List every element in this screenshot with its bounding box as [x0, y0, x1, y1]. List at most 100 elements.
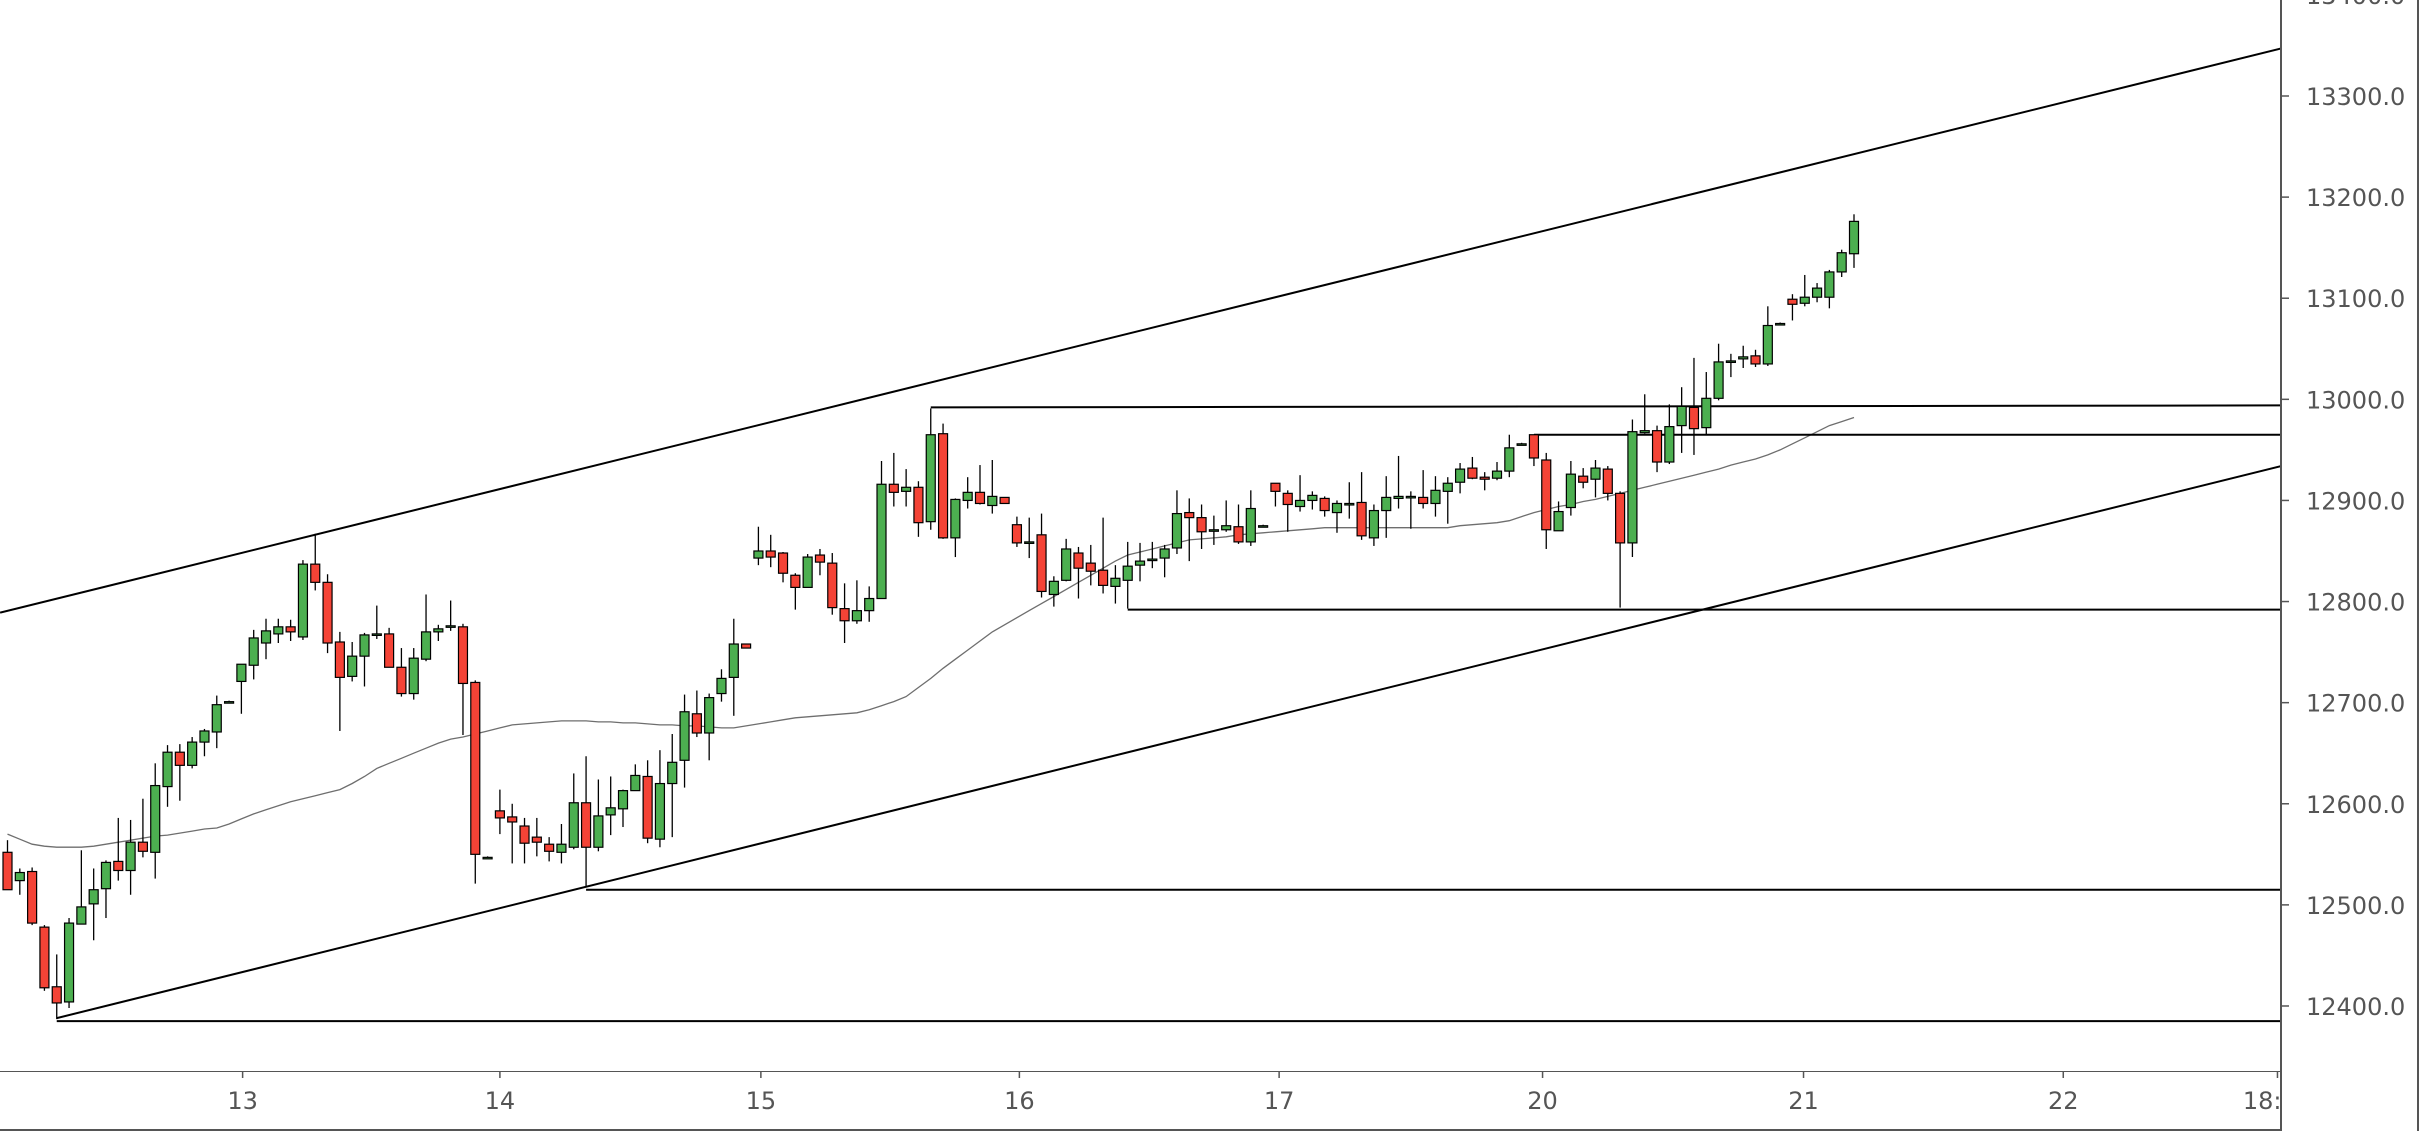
candle[interactable] [1590, 459, 1601, 498]
candle[interactable] [1528, 434, 1540, 467]
candle[interactable] [1405, 491, 1416, 529]
candle[interactable] [39, 925, 50, 991]
candle[interactable] [987, 459, 998, 514]
candle[interactable] [396, 648, 407, 697]
candle[interactable] [1061, 538, 1072, 582]
candle[interactable] [1516, 442, 1527, 446]
candle[interactable] [1553, 501, 1564, 532]
candle[interactable] [113, 817, 124, 881]
candle[interactable] [2, 840, 13, 891]
candle[interactable] [187, 737, 198, 769]
candle[interactable] [568, 773, 579, 850]
candle[interactable] [433, 624, 444, 641]
candle[interactable] [457, 623, 469, 736]
time-axis[interactable]: 13 14 15 16 17 20 21 22 18:00 [0, 1071, 2420, 1131]
candle[interactable] [1356, 472, 1367, 540]
candle[interactable] [310, 533, 321, 591]
candle[interactable] [51, 954, 62, 1020]
candle[interactable] [1430, 476, 1441, 517]
candle[interactable] [1307, 491, 1318, 510]
candle[interactable] [199, 728, 210, 757]
candle[interactable] [667, 734, 678, 838]
candle[interactable] [1701, 372, 1712, 435]
candle[interactable] [827, 553, 838, 615]
candle[interactable] [445, 600, 456, 631]
candle[interactable] [814, 548, 826, 576]
candle[interactable] [1258, 524, 1269, 528]
candle[interactable] [1110, 565, 1121, 604]
candle[interactable] [556, 823, 567, 864]
candle[interactable] [1750, 349, 1761, 367]
candle[interactable] [1738, 345, 1749, 368]
candle[interactable] [1036, 513, 1047, 598]
candle[interactable] [888, 452, 899, 507]
candle[interactable] [580, 756, 592, 887]
candle[interactable] [1578, 468, 1589, 489]
candle[interactable] [876, 461, 887, 600]
candle[interactable] [728, 618, 739, 716]
candle[interactable] [1762, 306, 1773, 366]
candle[interactable] [211, 695, 222, 749]
candle[interactable] [273, 618, 284, 644]
candle[interactable] [420, 594, 432, 662]
candle[interactable] [740, 643, 752, 649]
candle[interactable] [544, 837, 555, 862]
resistance-12993[interactable] [930, 404, 2281, 409]
candle[interactable] [765, 534, 776, 568]
candle[interactable] [1467, 456, 1478, 480]
candle[interactable] [1208, 515, 1219, 545]
candle[interactable] [777, 552, 789, 583]
candle[interactable] [236, 663, 247, 714]
candle[interactable] [1073, 546, 1084, 599]
candle[interactable] [1331, 500, 1343, 533]
candle[interactable] [1097, 517, 1109, 594]
candle[interactable] [260, 618, 272, 660]
candle[interactable] [704, 693, 715, 761]
candle[interactable] [531, 817, 542, 857]
candle[interactable] [1233, 504, 1244, 544]
candle[interactable] [1418, 470, 1429, 509]
candle[interactable] [1147, 541, 1158, 569]
candle[interactable] [322, 574, 333, 654]
candle[interactable] [937, 423, 949, 539]
candle[interactable] [27, 867, 38, 926]
candle[interactable] [962, 477, 973, 509]
candle[interactable] [384, 627, 395, 668]
candle[interactable] [408, 648, 419, 700]
candle[interactable] [1639, 394, 1650, 434]
candle[interactable] [1787, 294, 1798, 321]
candle[interactable] [1368, 504, 1380, 546]
candle[interactable] [901, 469, 912, 507]
candle[interactable] [1824, 269, 1835, 309]
candle[interactable] [999, 496, 1010, 505]
candle[interactable] [864, 586, 875, 622]
candle[interactable] [162, 745, 173, 807]
candle[interactable] [1848, 214, 1860, 268]
candle[interactable] [223, 700, 235, 704]
candle[interactable] [1775, 322, 1786, 326]
candle[interactable] [642, 760, 653, 844]
price-axis[interactable]: 13400.0 13300.0 13200.0 13100.0 13000.0 12900… [2280, 0, 2419, 1131]
candle[interactable] [1122, 541, 1133, 609]
candle[interactable] [605, 776, 616, 836]
candle[interactable] [974, 465, 986, 505]
candle[interactable] [1134, 542, 1146, 582]
candle[interactable] [1245, 490, 1256, 546]
candle[interactable] [519, 817, 530, 864]
candle[interactable] [1171, 490, 1183, 555]
candle[interactable] [1627, 419, 1638, 558]
candle[interactable] [630, 764, 641, 792]
candle[interactable] [1799, 274, 1810, 307]
candle[interactable] [654, 750, 666, 848]
candle[interactable] [125, 819, 136, 895]
candle[interactable] [1811, 283, 1823, 303]
candle[interactable] [150, 763, 161, 879]
candle[interactable] [1615, 491, 1626, 608]
candle[interactable] [839, 583, 850, 644]
candle[interactable] [371, 605, 382, 639]
candle[interactable] [1184, 498, 1195, 562]
candle[interactable] [802, 554, 813, 588]
candle[interactable] [1196, 504, 1207, 549]
candle[interactable] [359, 632, 370, 687]
candle[interactable] [1651, 425, 1663, 473]
